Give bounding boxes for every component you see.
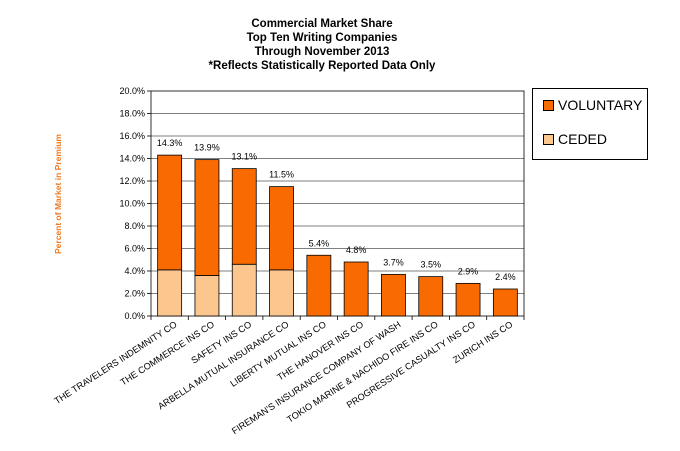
legend-label-voluntary: VOLUNTARY	[558, 97, 643, 113]
legend-item-ceded: CEDED	[543, 131, 607, 147]
bar-ceded	[269, 269, 294, 317]
bar-voluntary	[269, 186, 294, 271]
bar-voluntary	[492, 288, 518, 317]
data-label: 13.9%	[194, 143, 220, 153]
legend-swatch-ceded	[543, 133, 554, 145]
y-tick-label: 16.0%	[119, 131, 145, 141]
y-tick-label: 4.0%	[124, 266, 145, 276]
y-tick-label: 0.0%	[124, 311, 145, 321]
y-axis-label: Percent of Market in Premium	[53, 134, 63, 254]
y-tick-label: 10.0%	[119, 199, 145, 209]
bar-ceded	[157, 269, 183, 317]
data-label: 13.1%	[231, 152, 257, 162]
y-tick-label: 18.0%	[119, 109, 145, 119]
y-tick-label: 8.0%	[124, 221, 145, 231]
legend-item-voluntary: VOLUNTARY	[543, 97, 642, 113]
bar-voluntary	[381, 273, 406, 317]
legend: VOLUNTARY CEDED	[532, 88, 648, 160]
bar-voluntary	[455, 282, 481, 317]
bar-ceded	[194, 275, 220, 317]
chart-title-line: *Reflects Statistically Reported Data On…	[208, 60, 436, 72]
data-label: 4.8%	[346, 245, 367, 255]
data-label: 14.3%	[157, 138, 183, 148]
data-label: 5.4%	[309, 238, 330, 248]
bar-voluntary	[231, 168, 257, 265]
chart-title: Commercial Market Share Top Ten Writing …	[150, 17, 494, 73]
y-tick-label: 14.0%	[119, 154, 145, 164]
y-tick-label: 6.0%	[124, 244, 145, 254]
legend-swatch-voluntary	[543, 99, 554, 111]
bar-voluntary	[343, 261, 369, 317]
data-label: 2.4%	[495, 272, 516, 282]
x-category-label: ARBELLA MUTUAL INSURANCE CO	[156, 319, 290, 411]
bar-voluntary	[418, 276, 444, 317]
bar-voluntary	[194, 159, 220, 276]
bar-voluntary	[306, 254, 332, 317]
chart-title-line: Top Ten Writing Companies	[246, 32, 398, 44]
data-label: 11.5%	[269, 170, 294, 180]
data-label: 2.9%	[458, 266, 479, 276]
chart-title-line: Commercial Market Share	[251, 18, 393, 30]
chart-title-line: Through November 2013	[254, 46, 390, 58]
legend-label-ceded: CEDED	[558, 131, 608, 147]
y-tick-label: 12.0%	[119, 176, 145, 186]
bar-ceded	[231, 263, 257, 317]
bar-voluntary	[157, 154, 183, 271]
y-tick-label: 2.0%	[124, 289, 145, 299]
data-label: 3.5%	[420, 260, 441, 270]
x-category-label: FIREMAN'S INSURANCE COMPANY OF WASH	[230, 319, 402, 436]
data-label: 3.7%	[383, 257, 404, 267]
y-tick-label: 20.0%	[119, 86, 145, 96]
